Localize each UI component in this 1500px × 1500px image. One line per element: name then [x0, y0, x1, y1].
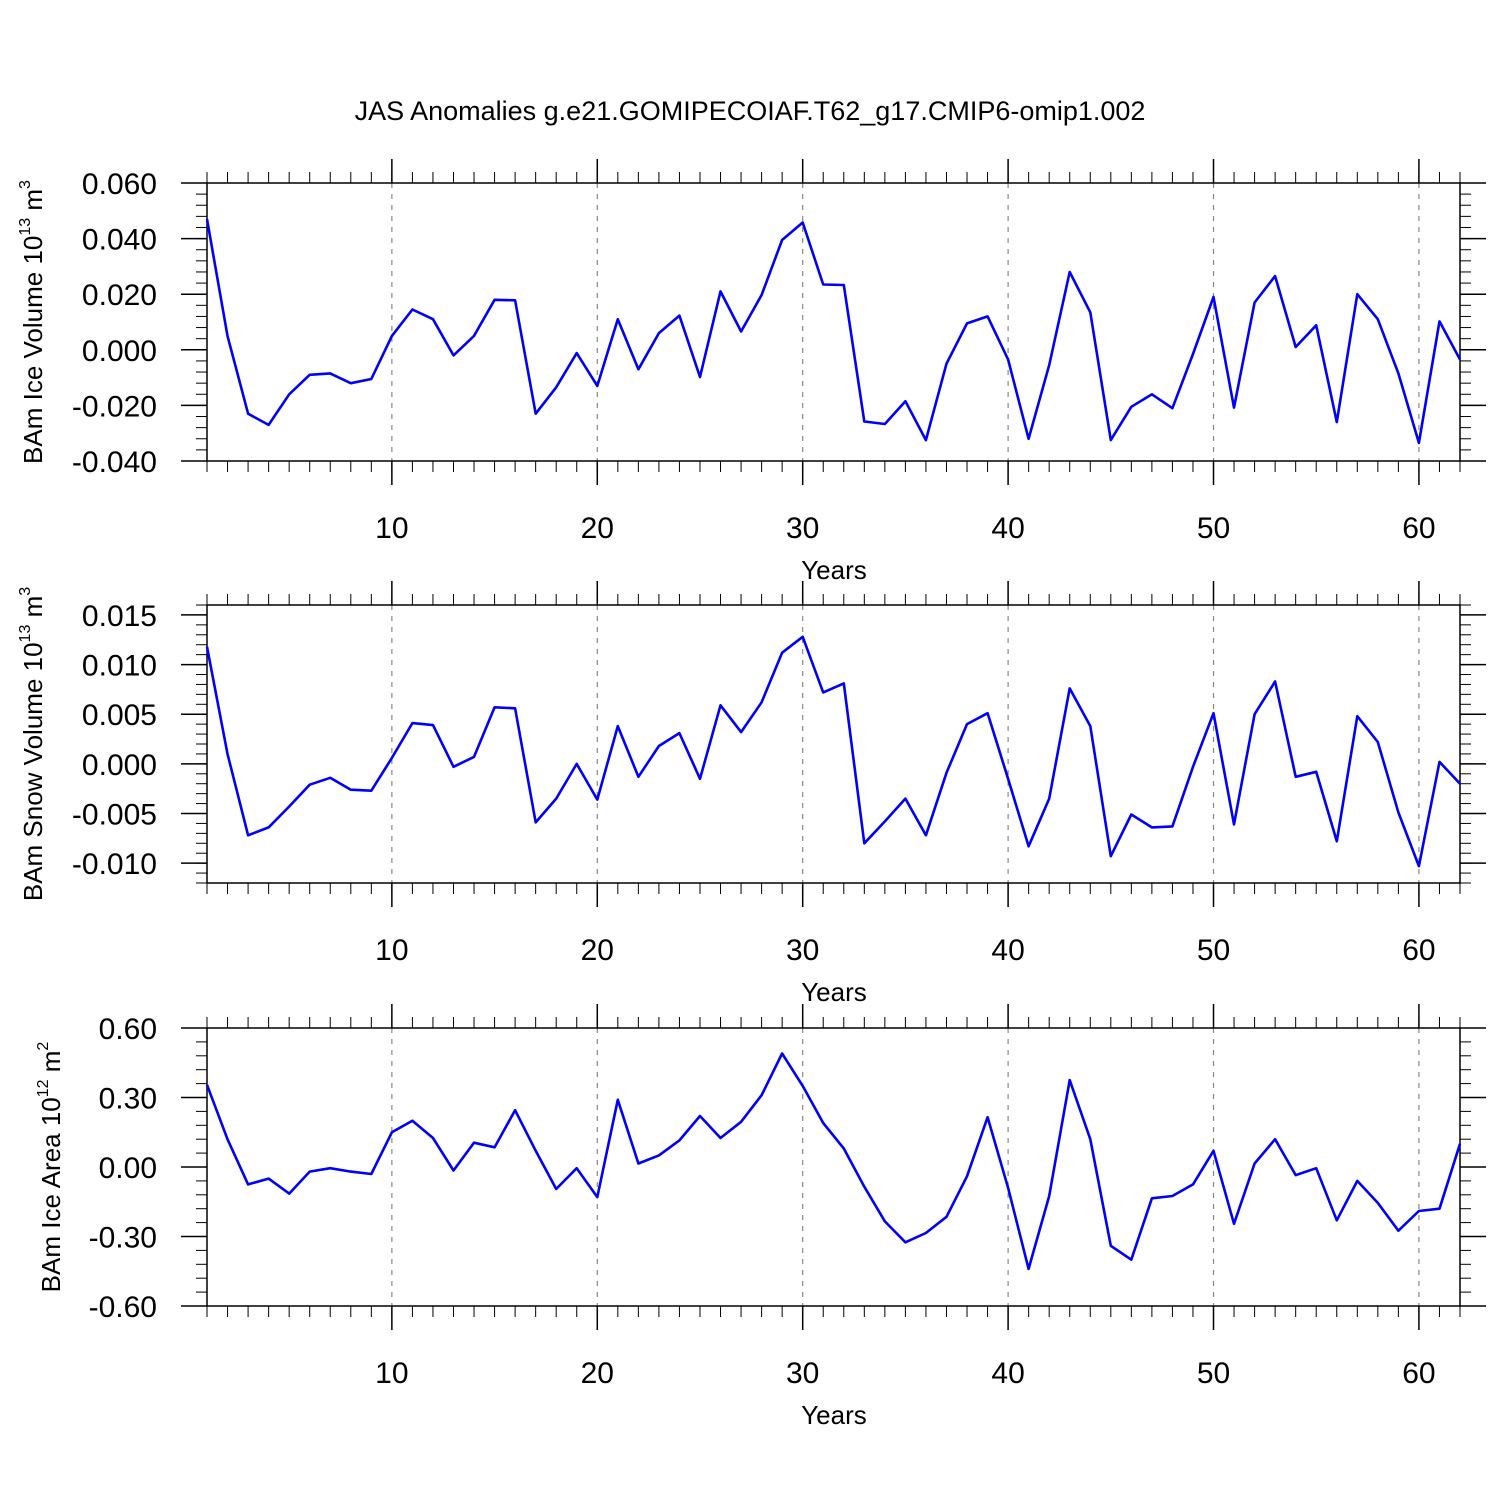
y-tick-label: 0.010 — [82, 650, 157, 683]
y-tick-label: 0.60 — [99, 1013, 157, 1046]
y-tick-label: -0.60 — [89, 1291, 157, 1324]
x-tick-label: 60 — [1402, 1357, 1435, 1390]
chart-panel-3: 10 20 30 40 50 60 0.60 0.30 0.00 -0.30 -0.60 Years B… — [35, 1004, 1486, 1430]
x-tick-label: 60 — [1402, 934, 1435, 967]
x-tick-label: 10 — [375, 934, 408, 967]
y-tick-label: -0.30 — [89, 1222, 157, 1255]
x-tick-label: 50 — [1197, 512, 1230, 545]
series-line — [205, 1052, 1462, 1271]
y-tick-label: 0.00 — [99, 1152, 157, 1185]
x-tick-label: 40 — [991, 512, 1024, 545]
y-tick-label: 0.000 — [82, 335, 157, 368]
y-axis-title: BAm Snow Volume 1013 m3 — [17, 587, 48, 901]
series-line — [205, 635, 1461, 868]
x-tick-label: 40 — [991, 1357, 1024, 1390]
x-axis-title: Years — [801, 1400, 867, 1430]
x-tick-label: 40 — [991, 934, 1024, 967]
x-axis-title: Years — [801, 977, 867, 1007]
series-line — [205, 218, 1462, 445]
y-axis-title: BAm Ice Area 1012 m2 — [35, 1042, 66, 1293]
y-tick-label: 0.040 — [82, 224, 157, 257]
x-tick-label: 50 — [1197, 934, 1230, 967]
plot-frame — [206, 1027, 1461, 1307]
x-tick-label: 20 — [581, 1357, 614, 1390]
y-tick-label: 0.000 — [82, 749, 157, 782]
x-axis-title: Years — [801, 555, 867, 585]
x-tick-label: 30 — [786, 512, 819, 545]
panels-container: 10 20 30 40 50 60 0.060 0.040 0.020 0.000 -0.020 -0… — [17, 159, 1486, 1430]
y-axis-title: BAm Ice Volume 1013 m3 — [17, 180, 48, 464]
x-tick-label: 30 — [786, 934, 819, 967]
x-tick-label: 20 — [581, 512, 614, 545]
plot-frame — [206, 604, 1461, 884]
chart-panel-2: 10 20 30 40 50 60 0.015 0.010 0.005 0.000 -0.005 -0… — [17, 581, 1486, 1007]
y-tick-label: 0.005 — [82, 699, 157, 732]
chart-panel-1: 10 20 30 40 50 60 0.060 0.040 0.020 0.000 -0.020 -0… — [17, 159, 1486, 585]
y-tick-label: 0.020 — [82, 279, 157, 312]
y-tick-label: 0.30 — [99, 1083, 157, 1116]
y-tick-label: -0.020 — [72, 390, 157, 423]
y-tick-label: -0.005 — [72, 799, 157, 832]
plot-frame — [206, 182, 1461, 462]
y-tick-label: -0.040 — [72, 446, 157, 479]
x-tick-label: 60 — [1402, 512, 1435, 545]
x-tick-label: 10 — [375, 512, 408, 545]
y-tick-label: 0.060 — [82, 168, 157, 201]
x-tick-label: 30 — [786, 1357, 819, 1390]
y-tick-label: 0.015 — [82, 600, 157, 633]
chart-title: JAS Anomalies g.e21.GOMIPECOIAF.T62_g17.… — [355, 96, 1146, 126]
x-tick-label: 10 — [375, 1357, 408, 1390]
y-tick-label: -0.010 — [72, 848, 157, 881]
x-tick-label: 20 — [581, 934, 614, 967]
x-tick-label: 50 — [1197, 1357, 1230, 1390]
